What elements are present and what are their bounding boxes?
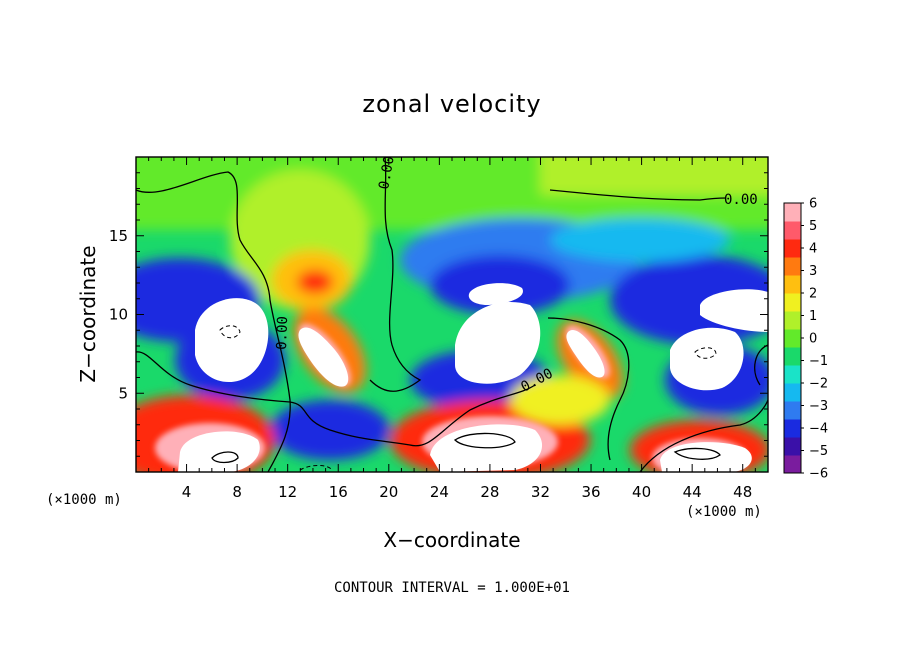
colorbar-tick-label: −2 (809, 377, 828, 392)
dashed-contours (219, 325, 717, 471)
colorbar-tick-label: 5 (809, 219, 817, 234)
x-tick-label: 16 (329, 483, 348, 501)
colorbar-swatch (784, 383, 801, 402)
zero-contours (136, 157, 768, 472)
colorbar-swatch (784, 311, 801, 330)
colorbar-swatch (784, 365, 801, 384)
contour-inner-lower-left (211, 451, 239, 464)
x-unit-right: (×1000 m) (686, 504, 762, 520)
contour-dashed-right-blob (694, 347, 717, 359)
x-tick-label: 12 (278, 483, 297, 501)
contour-label-top-right: 0.00 (724, 192, 758, 208)
contour-label-vertical: 0.00 (376, 155, 398, 191)
contour-zero-mid (136, 351, 536, 447)
contour-zero-lower-right (639, 399, 768, 472)
blob-diag-left (298, 327, 349, 387)
x-ticks: 4 8 12 16 20 24 28 32 36 40 44 48 (148, 157, 756, 501)
x-tick-label: 20 (379, 483, 398, 501)
y-ticks: 5 10 15 (109, 172, 768, 457)
x-tick-label: 36 (581, 483, 600, 501)
colorbar-ticks: 6 5 4 3 2 1 0 −1 −2 −3 −4 −5 −6 (801, 197, 828, 482)
field-mid-yellow (510, 375, 610, 425)
colorbar-tick-label: 4 (809, 242, 817, 257)
colorbar-swatch (784, 257, 801, 276)
contour-label-left: 0.00 (274, 316, 291, 350)
colorbar-swatch (784, 329, 801, 348)
contour-inner-lower-right (673, 447, 721, 460)
colorbar-swatch (784, 455, 801, 474)
x-unit-left: (×1000 m) (46, 492, 122, 508)
colorbar-tick-label: −3 (809, 399, 828, 414)
contour-zero-top-right (549, 189, 727, 201)
field-right-cyan (550, 218, 730, 262)
colorbar-swatch (784, 275, 801, 294)
colorbar-swatch (784, 437, 801, 456)
x-tick-label: 4 (182, 483, 192, 501)
heatmap-field: 0.00 0.00 0.00 0.00 (136, 155, 768, 472)
colorbar-swatch (784, 293, 801, 312)
contour-dashed-lower-mid (299, 465, 333, 471)
colorbar-tick-label: 0 (809, 332, 817, 347)
blob-center (455, 301, 541, 384)
blob-diag-right (566, 329, 605, 378)
contour-zero-right-edge (754, 344, 768, 386)
contour-dashed-left-blob (219, 325, 241, 339)
colorbar-tick-label: −1 (809, 354, 828, 369)
colorbar-swatch (784, 203, 801, 222)
colorbar-tick-label: 3 (809, 264, 817, 279)
blob-right (670, 327, 744, 391)
colorbar (784, 203, 801, 474)
blob-center-small (468, 283, 523, 305)
colorbar-tick-label: 2 (809, 287, 817, 302)
colorbar-tick-label: −6 (809, 467, 828, 482)
y-tick-label: 15 (109, 227, 128, 245)
colorbar-swatch (784, 347, 801, 366)
y-tick-label: 10 (109, 306, 128, 324)
contour-inner-lower-center (453, 432, 516, 449)
contour-zero-top-left (136, 171, 291, 472)
field-upper-red (297, 270, 333, 294)
y-tick-label: 5 (118, 384, 128, 402)
contour-zero-vertical (369, 157, 422, 392)
blob-lower-left (178, 431, 260, 472)
colorbar-tick-label: −5 (809, 444, 828, 459)
colorbar-swatch (784, 419, 801, 438)
x-axis-label: X−coordinate (383, 528, 520, 552)
chart-title: zonal velocity (362, 90, 541, 118)
x-tick-label: 44 (683, 483, 702, 501)
contour-zero-right (547, 317, 630, 461)
x-tick-label: 48 (733, 483, 752, 501)
colorbar-swatch (784, 401, 801, 420)
x-tick-label: 24 (430, 483, 449, 501)
blob-left (195, 298, 269, 383)
field-top-right-yellowgreen (540, 157, 768, 195)
x-tick-label: 40 (632, 483, 651, 501)
y-axis-label: Z−coordinate (76, 245, 100, 382)
colorbar-tick-label: 1 (809, 309, 817, 324)
colorbar-tick-label: −4 (809, 422, 828, 437)
colorbar-tick-label: 6 (809, 197, 817, 212)
x-tick-label: 8 (232, 483, 242, 501)
contour-interval-note: CONTOUR INTERVAL = 1.000E+01 (334, 580, 570, 596)
colorbar-swatch (784, 239, 801, 258)
x-tick-label: 32 (531, 483, 550, 501)
x-tick-label: 28 (480, 483, 499, 501)
colorbar-swatch (784, 221, 801, 240)
blob-right-top (700, 289, 768, 332)
